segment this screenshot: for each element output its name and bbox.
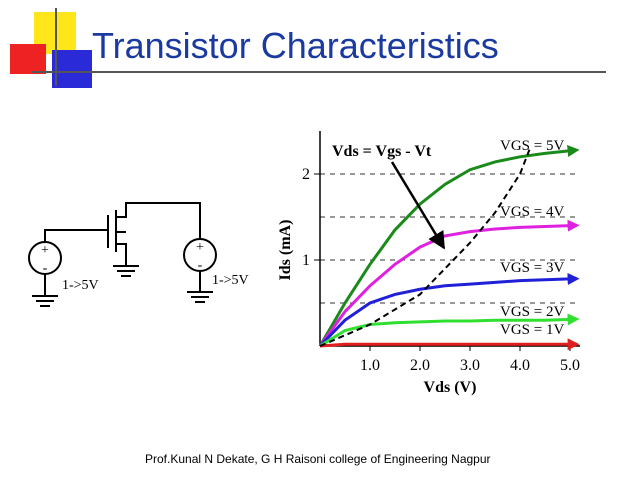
circuit	[28, 202, 217, 307]
source-label: 1->5V	[62, 278, 99, 293]
source-minus: -	[43, 261, 48, 276]
footer: Prof.Kunal N Dekate, G H Raisoni college…	[145, 452, 491, 466]
slide-title: Transistor Characteristics	[92, 25, 499, 66]
source-plus: +	[41, 243, 49, 258]
x-tick-label: 2.0	[410, 357, 430, 374]
source-minus: -	[198, 258, 203, 273]
chart: 1 2 1.0 2.0 3.0 4.0 5.0 Vds (V) Ids (mA) VGS = 5V…	[277, 131, 580, 396]
deco-square	[10, 44, 46, 74]
series-label: VGS = 2V	[500, 304, 564, 320]
series-line	[319, 338, 580, 351]
y-tick-label: 1	[302, 252, 310, 269]
series-label: VGS = 5V	[500, 138, 564, 154]
x-tick-label: 3.0	[460, 357, 480, 374]
series-line	[318, 219, 580, 347]
boundary-label: Vds = Vgs - Vt	[332, 143, 432, 160]
annotation-arrow	[390, 161, 446, 250]
x-tick-label: 5.0	[560, 357, 580, 374]
series-label: VGS = 4V	[500, 204, 564, 220]
source-plus: +	[196, 240, 204, 255]
boundary-line	[319, 147, 531, 347]
series-label: VGS = 3V	[500, 260, 564, 276]
series-line	[318, 273, 580, 348]
x-tick-label: 1.0	[360, 357, 380, 374]
series-line	[318, 145, 580, 347]
y-tick-label: 2	[302, 166, 310, 183]
x-axis-label: Vds (V)	[424, 379, 477, 396]
deco-square	[52, 50, 92, 88]
x-tick-label: 4.0	[510, 357, 530, 374]
series-line	[319, 313, 580, 348]
y-axis-label: Ids (mA)	[277, 220, 294, 281]
series-label: VGS = 1V	[500, 322, 564, 338]
source-label: 1->5V	[212, 273, 249, 288]
